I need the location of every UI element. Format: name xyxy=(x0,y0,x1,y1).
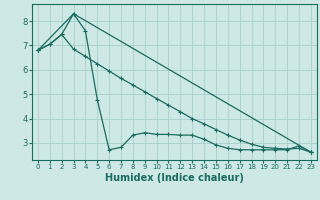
X-axis label: Humidex (Indice chaleur): Humidex (Indice chaleur) xyxy=(105,173,244,183)
